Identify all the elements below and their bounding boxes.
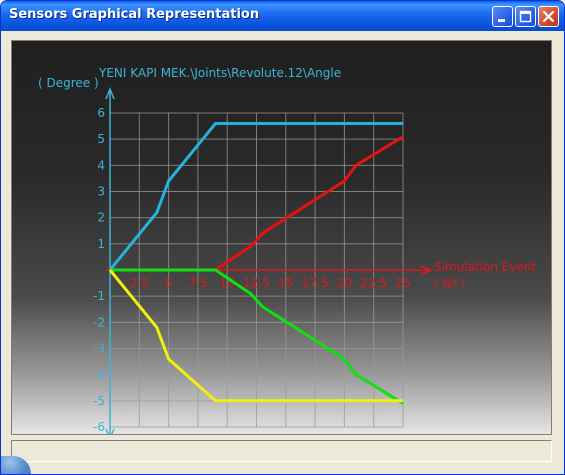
desktop-corner	[1, 456, 31, 474]
minimize-icon	[498, 19, 505, 22]
y-tick-label: -5	[93, 394, 105, 408]
x-tick-label: 25	[395, 276, 410, 290]
x-tick-label: 20	[337, 276, 352, 290]
y-tick-label: -1	[93, 289, 105, 303]
y-tick-label: 3	[97, 185, 105, 199]
window-title: Sensors Graphical Representation	[9, 7, 260, 22]
x-tick-label: 12.5	[243, 276, 270, 290]
y-tick-label: -4	[93, 368, 105, 382]
y-tick-label: 4	[97, 158, 105, 172]
client-area: 6 5 4 3 2 1 -1 -2 -3 -4 -5 -6 2.5 5 7.5 10 12.5 15 17.5 20 2…	[5, 31, 560, 472]
x-axis-unit: ( Nº )	[434, 277, 466, 291]
maximize-icon	[519, 10, 532, 23]
x-axis-arrow	[420, 265, 434, 275]
y-tick-label: -3	[93, 342, 105, 356]
x-tick-label: 2.5	[130, 276, 149, 290]
status-bar	[11, 440, 552, 462]
series-line-3	[110, 268, 404, 405]
series-line-1	[108, 122, 403, 271]
y-tick-label: 5	[97, 132, 105, 146]
y-tick-label: -2	[93, 315, 105, 329]
y-tick-label: 2	[97, 211, 105, 225]
y-tick-label: -6	[93, 420, 105, 434]
y-axis-label: ( Degree )	[38, 76, 99, 90]
x-tick-label: 15	[278, 276, 293, 290]
minimize-button[interactable]	[492, 6, 513, 27]
y-axis-arrow-up	[105, 86, 115, 100]
chart-title: YENI KAPI MEK.\Joints\Revolute.12\Angle	[98, 66, 341, 80]
x-tick-label: 17.5	[302, 276, 329, 290]
y-axis-arrow-down	[105, 428, 115, 434]
x-tick-label: 22.5	[360, 276, 387, 290]
maximize-button[interactable]	[515, 6, 536, 27]
plot-frame: 6 5 4 3 2 1 -1 -2 -3 -4 -5 -6 2.5 5 7.5 10 12.5 15 17.5 20 2…	[11, 40, 552, 435]
chart-background	[12, 41, 551, 434]
x-tick-label: 7.5	[188, 276, 207, 290]
y-tick-label: 1	[97, 237, 105, 251]
x-axis-label: Simulation Event	[434, 260, 536, 274]
x-tick-label: 5	[165, 276, 173, 290]
series-line-4	[108, 269, 403, 403]
title-bar[interactable]: Sensors Graphical Representation	[1, 1, 564, 31]
close-icon	[542, 10, 555, 23]
y-tick-label: 6	[97, 106, 105, 120]
close-button[interactable]	[538, 6, 559, 27]
